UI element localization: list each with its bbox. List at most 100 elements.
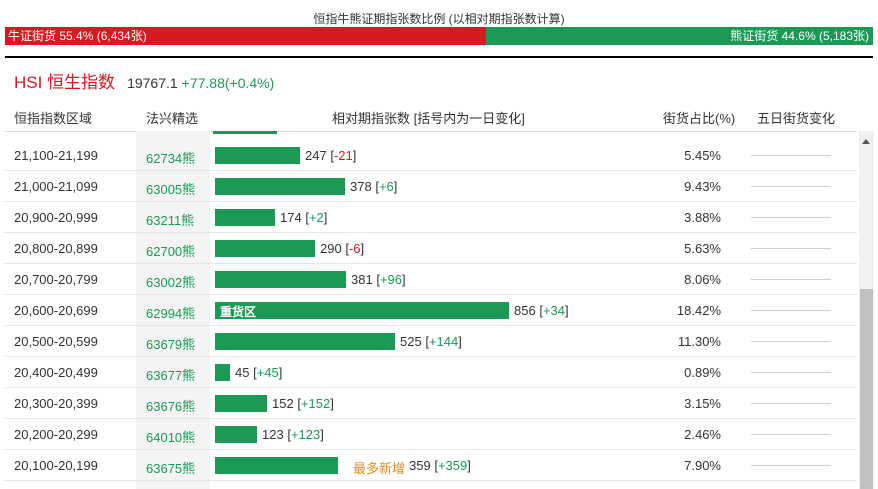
share-percent: 8.06%	[684, 272, 721, 287]
table-body[interactable]: 21,100-21,199 62734熊 247 [-21] 5.45% 21,000-…	[5, 131, 857, 489]
daily-change: [+144]	[425, 334, 462, 349]
header-contracts: 相对期指张数 [括号内为一日变化]	[332, 111, 525, 126]
daily-change: [+45]	[253, 365, 283, 380]
warrant-code-link[interactable]: 63211熊	[146, 213, 195, 228]
contracts-count: 359 [+359]	[409, 458, 471, 473]
range-cell: 20,300-20,399	[14, 396, 98, 411]
five-day-sparkline	[751, 279, 831, 280]
contracts-bar	[215, 426, 257, 443]
table-row: 20,600-20,699 62994熊 重货区 856 [+34] 18.42%	[5, 295, 857, 326]
daily-change: [-6]	[345, 241, 365, 256]
table-row: 20,200-20,299 64010熊 123 [+123] 2.46%	[5, 419, 857, 450]
header-range: 恒指指数区域	[14, 111, 93, 126]
table-row: 20,800-20,899 62700熊 290 [-6] 5.63%	[5, 233, 857, 264]
five-day-sparkline	[751, 372, 831, 373]
header-share: 街货占比(%)	[663, 111, 736, 126]
contracts-bar	[215, 240, 315, 257]
five-day-sparkline	[751, 248, 831, 249]
contracts-count: 247 [-21]	[305, 148, 357, 163]
contracts-count: 525 [+144]	[400, 334, 462, 349]
daily-change: [+152]	[297, 396, 334, 411]
share-percent: 7.90%	[684, 458, 721, 473]
five-day-sparkline	[751, 403, 831, 404]
bull-bear-ratio-bar: 牛证街货 55.4% (6,434张) 熊证街货 44.6% (5,183张)	[5, 27, 873, 45]
share-percent: 2.46%	[684, 427, 721, 442]
share-percent: 11.30%	[677, 334, 721, 349]
warrant-code-link[interactable]: 62734熊	[146, 151, 196, 166]
table-header: 恒指指数区域 法兴精选 相对期指张数 [括号内为一日变化] 街货占比(%) 五日…	[5, 101, 857, 132]
contracts-count: 152 [+152]	[272, 396, 334, 411]
contracts-count: 123 [+123]	[262, 427, 324, 442]
pick-column-band	[136, 131, 210, 489]
five-day-sparkline	[751, 341, 831, 342]
index-change: +77.88(+0.4%)	[181, 75, 275, 91]
share-percent: 3.15%	[684, 396, 721, 411]
contracts-bar	[215, 271, 346, 288]
scrollbar-thumb[interactable]	[860, 289, 873, 489]
scrollbar[interactable]	[859, 131, 874, 489]
table-row: 21,000-21,099 63005熊 378 [+6] 9.43%	[5, 171, 857, 202]
warrant-code-link[interactable]: 62700熊	[146, 244, 196, 259]
contracts-count: 45 [+45]	[235, 365, 283, 380]
share-percent: 5.45%	[684, 148, 721, 163]
most-new-tag: 最多新增	[353, 461, 406, 476]
five-day-sparkline	[751, 155, 831, 156]
share-percent: 18.42%	[676, 303, 721, 318]
daily-change: [+359]	[434, 458, 471, 473]
table-row: 20,900-20,999 63211熊 174 [+2] 3.88%	[5, 202, 857, 233]
range-cell: 20,200-20,299	[14, 427, 98, 442]
share-percent: 9.43%	[684, 179, 721, 194]
heavy-zone-label: 重货区	[220, 305, 257, 319]
range-cell: 20,400-20,499	[14, 365, 98, 380]
warrant-code-link[interactable]: 63676熊	[146, 399, 196, 414]
contracts-bar	[215, 178, 345, 195]
index-name[interactable]: HSI 恒生指数	[14, 73, 116, 92]
daily-change: [-21]	[330, 148, 357, 163]
warrant-code-link[interactable]: 63002熊	[146, 275, 196, 290]
share-percent: 0.89%	[684, 365, 721, 380]
bull-ratio-segment: 牛证街货 55.4% (6,434张)	[5, 27, 486, 45]
share-percent: 5.63%	[684, 241, 721, 256]
table-row: 21,100-21,199 62734熊 247 [-21] 5.45%	[5, 140, 857, 171]
contracts-bar	[215, 209, 275, 226]
contracts-bar: 重货区	[215, 302, 509, 319]
header-five-day: 五日街货变化	[757, 111, 836, 126]
daily-change: [+2]	[305, 210, 328, 225]
scroll-up-arrow-icon[interactable]	[862, 139, 870, 144]
warrant-code-link[interactable]: 62994熊	[146, 306, 196, 321]
contracts-bar	[215, 395, 267, 412]
header-pick: 法兴精选	[146, 111, 199, 126]
five-day-sparkline	[751, 465, 831, 466]
index-value: 19767.1	[127, 75, 178, 91]
warrant-code-link[interactable]: 63675熊	[146, 461, 196, 476]
table-row: 20,100-20,199 63675熊 最多新增 359 [+359] 7.90%	[5, 450, 857, 481]
daily-change: [+6]	[375, 179, 398, 194]
range-cell: 20,800-20,899	[14, 241, 98, 256]
contracts-bar	[215, 333, 395, 350]
range-cell: 20,900-20,999	[14, 210, 98, 225]
bear-ratio-segment: 熊证街货 44.6% (5,183张)	[485, 27, 873, 45]
five-day-sparkline	[751, 186, 831, 187]
partial-bar	[213, 131, 277, 134]
index-summary: HSI 恒生指数 19767.1 +77.88(+0.4%)	[14, 68, 274, 93]
five-day-sparkline	[751, 434, 831, 435]
contracts-count: 174 [+2]	[280, 210, 328, 225]
warrant-code-link[interactable]: 63677熊	[146, 368, 196, 383]
daily-change: [+123]	[287, 427, 324, 442]
five-day-sparkline	[751, 217, 831, 218]
contracts-bar	[215, 457, 338, 474]
warrant-code-link[interactable]: 63679熊	[146, 337, 196, 352]
contracts-count: 378 [+6]	[350, 179, 398, 194]
daily-change: [+34]	[539, 303, 569, 318]
contracts-count: 290 [-6]	[320, 241, 365, 256]
contracts-count: 856 [+34]	[514, 303, 569, 318]
range-cell: 20,700-20,799	[14, 272, 98, 287]
share-percent: 3.88%	[684, 210, 721, 225]
warrant-code-link[interactable]: 63005熊	[146, 182, 196, 197]
ratio-title: 恒指牛熊证期指张数比例 (以相对期指张数计算)	[313, 12, 565, 26]
range-cell: 20,500-20,599	[14, 334, 98, 349]
five-day-sparkline	[751, 310, 831, 311]
contracts-bar	[215, 147, 300, 164]
warrant-code-link[interactable]: 64010熊	[146, 430, 196, 445]
range-cell: 21,000-21,099	[14, 179, 98, 194]
